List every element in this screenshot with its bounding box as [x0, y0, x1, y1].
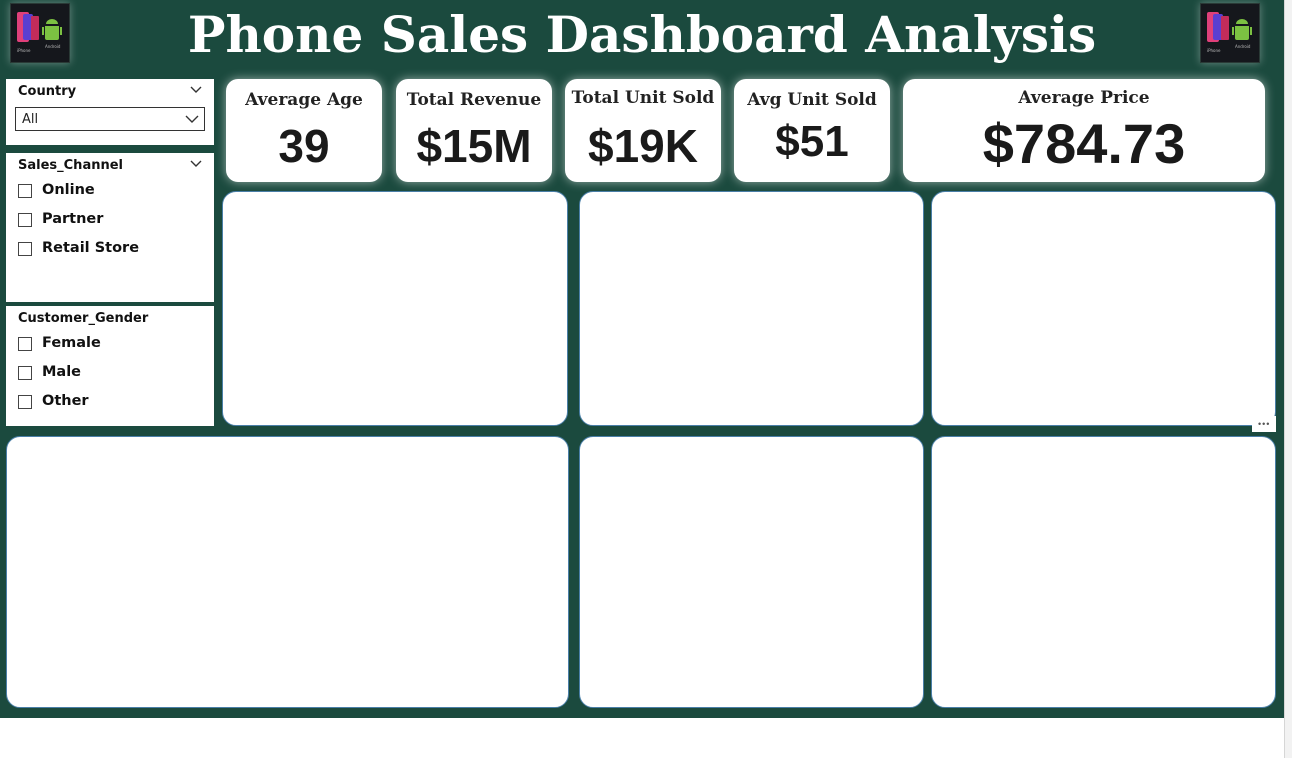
kpi-value: $19K [588, 120, 698, 172]
vertical-scrollbar[interactable] [1284, 0, 1292, 758]
visual-panel-3[interactable] [931, 191, 1276, 426]
kpi-card-total-unit-sold[interactable]: Total Unit Sold $19K [565, 79, 721, 182]
dashboard-canvas: Phone Sales Dashboard Analysis iPhone An… [0, 0, 1284, 718]
checkbox[interactable] [18, 337, 32, 351]
kpi-value: $784.73 [982, 112, 1186, 175]
kpi-card-total-revenue[interactable]: Total Revenue $15M [396, 79, 552, 182]
kpi-label: Average Price [1018, 88, 1150, 108]
svg-text:iPhone: iPhone [1207, 48, 1221, 53]
kpi-value: 39 [278, 120, 330, 172]
svg-text:Android: Android [45, 44, 61, 49]
kpi-value: $51 [775, 117, 849, 166]
customer-gender-slicer-title: Customer_Gender [18, 311, 149, 326]
option-label: Partner [42, 211, 104, 227]
chevron-down-icon[interactable] [190, 85, 202, 95]
option-label: Female [42, 335, 101, 351]
more-options-icon: ••• [1258, 419, 1271, 429]
header-bar: Phone Sales Dashboard Analysis iPhone An… [0, 0, 1284, 66]
svg-text:iPhone: iPhone [17, 48, 31, 53]
option-label: Online [42, 182, 95, 198]
kpi-label: Avg Unit Sold [747, 90, 877, 110]
country-dropdown[interactable]: All [15, 107, 205, 131]
checkbox[interactable] [18, 184, 32, 198]
visual-panel-6[interactable] [931, 436, 1276, 708]
more-options-button[interactable]: ••• [1252, 416, 1276, 432]
page-footer-area [0, 718, 1284, 758]
visual-panel-1[interactable] [222, 191, 568, 426]
option-label: Retail Store [42, 240, 140, 256]
chevron-down-icon[interactable] [190, 159, 202, 169]
kpi-value: $15M [416, 120, 532, 172]
sales-channel-slicer: Sales_Channel Online Partner Retail Stor… [6, 153, 214, 302]
kpi-label: Average Age [245, 90, 363, 110]
checkbox[interactable] [18, 395, 32, 409]
checkbox[interactable] [18, 366, 32, 380]
phone-brands-logo-icon: iPhone Android [1200, 3, 1260, 63]
customer-gender-slicer: Customer_Gender Female Male Other [6, 306, 214, 426]
phone-brands-logo-icon: iPhone Android [10, 3, 70, 63]
chevron-down-icon [185, 115, 199, 123]
country-slicer: Country All [6, 79, 214, 145]
kpi-card-average-price[interactable]: Average Price $784.73 [903, 79, 1265, 182]
kpi-card-avg-unit-sold[interactable]: Avg Unit Sold $51 [734, 79, 890, 182]
country-slicer-title: Country [18, 84, 77, 99]
visual-panel-5[interactable] [579, 436, 924, 708]
kpi-card-average-age[interactable]: Average Age 39 [226, 79, 382, 182]
checkbox[interactable] [18, 242, 32, 256]
dashboard-title: Phone Sales Dashboard Analysis [187, 5, 1097, 64]
svg-text:Android: Android [1235, 44, 1251, 49]
option-label: Other [42, 393, 89, 409]
visual-panel-4[interactable] [6, 436, 569, 708]
country-dropdown-value: All [22, 112, 39, 127]
kpi-label: Total Revenue [406, 90, 542, 110]
option-label: Male [42, 364, 82, 380]
sales-channel-slicer-title: Sales_Channel [18, 158, 123, 173]
visual-panel-2[interactable] [579, 191, 924, 426]
checkbox[interactable] [18, 213, 32, 227]
kpi-label: Total Unit Sold [571, 88, 715, 108]
